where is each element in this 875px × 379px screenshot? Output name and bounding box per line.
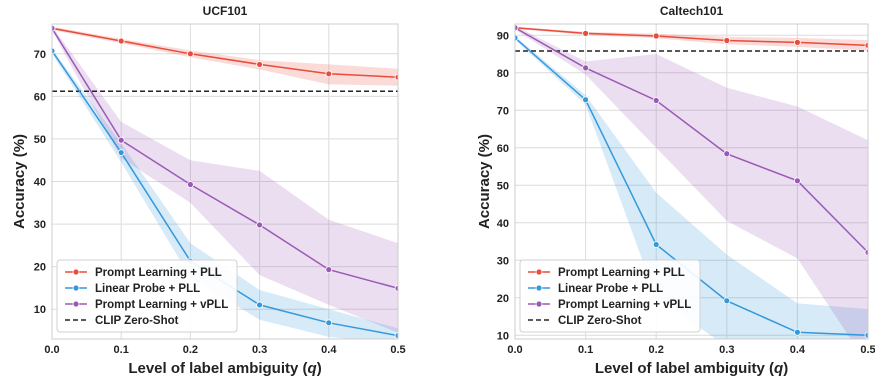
confidence-band	[52, 26, 398, 333]
data-point	[256, 61, 264, 68]
data-point	[117, 149, 125, 156]
legend: Prompt Learning + PLL Linear Probe + PLL P…	[519, 259, 701, 333]
legend-label: CLIP Zero-Shot	[95, 315, 179, 327]
chart-0: 0.0 0.1 0.2 0.3 0.4 0.5 10 20 30 40 50 60 70 UCF101 Le…	[11, 4, 406, 377]
y-tick-label: 60	[34, 91, 46, 103]
series-line	[52, 27, 398, 290]
data-point	[723, 150, 731, 158]
data-point	[256, 221, 264, 229]
y-tick-label: 90	[497, 30, 509, 42]
x-tick-label: 0.5	[860, 344, 875, 356]
legend-label: Prompt Learning + vPLL	[95, 299, 228, 311]
data-point	[652, 241, 660, 248]
x-tick-label: 0.2	[183, 344, 198, 356]
data-point	[582, 29, 589, 37]
y-tick-label: 40	[497, 218, 509, 230]
x-axis-label: Level of label ambiguity (q)	[595, 360, 788, 377]
y-tick-label: 60	[497, 143, 509, 155]
legend-label: Prompt Learning + PLL	[558, 267, 685, 279]
x-axis-label: Level of label ambiguity (q)	[128, 360, 321, 377]
data-point	[515, 34, 519, 42]
legend-marker	[535, 284, 543, 292]
legend-marker	[72, 268, 80, 276]
legend-marker	[535, 300, 543, 308]
data-point	[864, 331, 868, 339]
data-point	[582, 96, 589, 104]
series-line	[515, 27, 868, 253]
legend-marker	[72, 300, 80, 308]
data-point	[52, 47, 56, 55]
legend: Prompt Learning + PLL Linear Probe + PLL P…	[56, 259, 238, 333]
data-point	[325, 70, 333, 78]
y-axis-label: Accuracy (%)	[11, 134, 28, 229]
x-tick-label: 0.1	[114, 344, 129, 356]
data-point	[394, 284, 398, 292]
data-point	[652, 32, 660, 40]
legend-label: Linear Probe + PLL	[558, 283, 663, 295]
legend-label: Prompt Learning + vPLL	[558, 299, 691, 311]
data-point	[794, 177, 801, 185]
data-point	[117, 37, 125, 45]
data-point	[394, 73, 398, 81]
data-point	[794, 38, 801, 46]
series-line	[515, 27, 868, 47]
chart-title: UCF101	[203, 4, 248, 18]
x-tick-label: 0.3	[719, 344, 734, 356]
y-tick-label: 10	[497, 330, 509, 342]
data-point	[186, 181, 194, 188]
data-point	[723, 37, 731, 44]
chart-1: 0.0 0.1 0.2 0.3 0.4 0.5 10 20 30 40 50 60 70 80 90 Calt…	[476, 4, 875, 377]
plot-border	[514, 23, 869, 340]
x-tick-label: 0.3	[252, 344, 267, 356]
y-tick-label: 20	[497, 293, 509, 305]
data-point	[117, 136, 125, 144]
data-point	[864, 41, 868, 49]
data-point	[52, 24, 56, 32]
x-tick-label: 0.0	[44, 344, 59, 356]
x-tick-label: 0.2	[649, 344, 664, 356]
legend-label: CLIP Zero-Shot	[558, 315, 642, 327]
legend-box	[56, 259, 238, 333]
y-tick-label: 50	[497, 180, 509, 192]
data-point	[186, 50, 194, 58]
y-tick-label: 30	[34, 219, 46, 231]
legend-label: Linear Probe + PLL	[95, 283, 200, 295]
y-tick-label: 80	[497, 68, 509, 80]
y-tick-label: 50	[34, 134, 46, 146]
legend-label: Prompt Learning + PLL	[95, 267, 222, 279]
legend-marker	[72, 284, 80, 292]
confidence-band	[515, 25, 868, 339]
legend-marker	[535, 268, 543, 276]
data-point	[794, 328, 801, 336]
x-tick-label: 0.4	[321, 344, 337, 356]
data-point	[582, 64, 589, 72]
data-point	[256, 301, 264, 309]
data-point	[515, 24, 519, 32]
x-tick-label: 0.5	[390, 344, 405, 356]
x-tick-label: 0.1	[578, 344, 593, 356]
x-tick-label: 0.4	[790, 344, 806, 356]
plot-border	[51, 23, 399, 340]
x-tick-label: 0.0	[507, 344, 522, 356]
y-tick-label: 30	[497, 255, 509, 267]
chart-title: Caltech101	[660, 4, 724, 18]
data-point	[864, 248, 868, 256]
y-tick-label: 70	[34, 49, 46, 61]
y-tick-label: 40	[34, 177, 46, 189]
data-point	[394, 332, 398, 339]
series-line	[52, 27, 398, 78]
data-point	[325, 319, 333, 327]
y-axis-label: Accuracy (%)	[476, 134, 493, 229]
y-tick-label: 70	[497, 105, 509, 117]
data-point	[652, 97, 660, 104]
y-tick-label: 20	[34, 262, 46, 274]
data-point	[723, 297, 731, 305]
data-point	[325, 266, 333, 274]
legend-box	[519, 259, 701, 333]
y-tick-label: 10	[34, 304, 46, 316]
